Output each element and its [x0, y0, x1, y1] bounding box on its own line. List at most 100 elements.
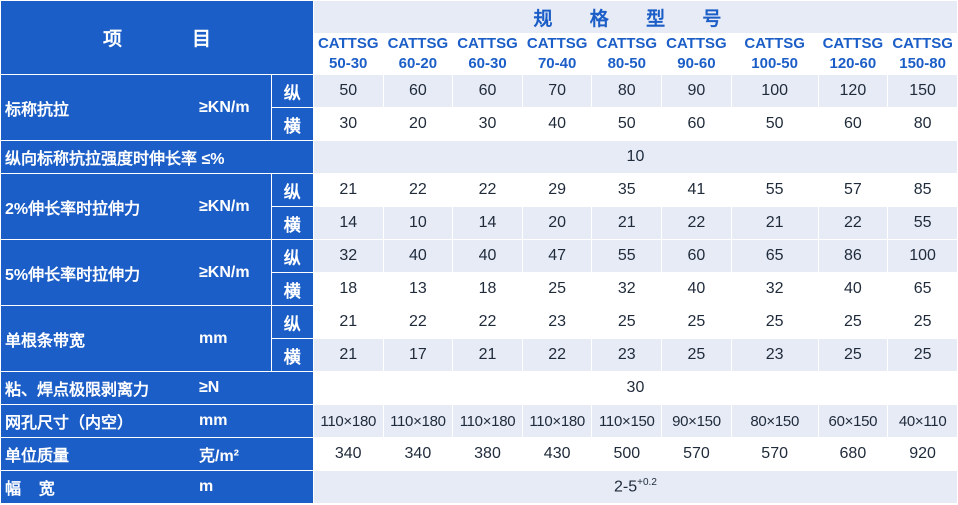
value-cell: 85	[887, 173, 958, 207]
value-cell: 40	[661, 272, 732, 306]
value-cell: 680	[817, 437, 889, 471]
value-cell: 22	[452, 173, 523, 207]
value-cell: 570	[661, 437, 732, 471]
value-cell: 25	[521, 272, 593, 306]
tensile-unit: ≥KN/m	[199, 98, 250, 116]
strip-width-label-cell: 单根条带宽 mm	[0, 305, 272, 372]
mesh-label-cell: 网孔尺寸（内空） mm	[0, 404, 314, 438]
force2-long-dir: 纵	[270, 173, 314, 207]
value-cell: 32	[591, 272, 663, 306]
tensile-label: 标称抗拉	[5, 101, 70, 119]
value-cell: 30	[452, 107, 523, 141]
tensile-trans-dir: 横	[270, 107, 314, 141]
model-size: 150-80	[899, 55, 946, 72]
value-cell: 86	[817, 239, 889, 273]
value-cell: 25	[591, 305, 663, 339]
value-cell: 110×180	[312, 404, 384, 438]
value-cell: 22	[382, 305, 454, 339]
mass-unit: 克/m²	[199, 448, 240, 465]
value-cell: 22	[661, 206, 732, 240]
peel-unit: ≥N	[199, 379, 220, 396]
value-cell: 110×150	[591, 404, 663, 438]
model-header-7: CATTSG 120-60	[817, 33, 889, 75]
value-cell: 25	[817, 305, 889, 339]
value-cell: 70	[521, 74, 593, 108]
peel-label-cell: 粘、焊点极限剥离力 ≥N	[0, 371, 314, 405]
value-cell: 25	[661, 338, 732, 372]
strip-width-long-row: 单根条带宽 mm 纵 21 22 22 23 25 25 25 25 25	[0, 305, 958, 372]
value-cell: 100	[730, 74, 819, 108]
force5-label-cell: 5%伸长率时拉伸力 ≥KN/m	[0, 239, 272, 306]
model-header-0: CATTSG 50-30	[312, 33, 384, 75]
force5-label: 5%伸长率时拉伸力	[5, 266, 141, 284]
width-value-sup: +0.2	[637, 477, 657, 489]
value-cell: 20	[521, 206, 593, 240]
value-cell: 17	[382, 338, 454, 372]
model-header-1: CATTSG 60-20	[382, 33, 454, 75]
model-name: CATTSG	[666, 35, 727, 52]
model-name: CATTSG	[387, 35, 449, 52]
force5-long-dir: 纵	[270, 239, 314, 273]
width-label: 幅 宽	[5, 481, 55, 498]
value-cell: 41	[661, 173, 732, 207]
value-cell: 60	[661, 239, 732, 273]
header-spec-title: 规 格 型 号	[312, 0, 958, 34]
value-cell: 21	[312, 338, 384, 372]
value-cell: 32	[312, 239, 384, 273]
value-cell: 21	[312, 305, 384, 339]
value-cell: 40	[382, 239, 454, 273]
model-header-6: CATTSG 100-50	[730, 33, 819, 75]
value-cell: 80	[591, 74, 663, 108]
mesh-row: 网孔尺寸（内空） mm 110×180 110×180 110×180 110×180…	[0, 404, 958, 438]
mass-row: 单位质量 克/m² 340 340 380 430 500 570 570 680 920	[0, 437, 958, 471]
model-name: CATTSG	[892, 35, 953, 52]
value-cell: 18	[312, 272, 384, 306]
value-cell: 14	[452, 206, 523, 240]
elongation-label: 纵向标称抗拉强度时伸长率 ≤%	[5, 151, 225, 168]
width-value-main: 2-5	[614, 478, 638, 496]
elongation-label-cell: 纵向标称抗拉强度时伸长率 ≤%	[0, 140, 314, 174]
model-name: CATTSG	[822, 35, 884, 52]
value-cell: 60	[382, 74, 454, 108]
model-header-5: CATTSG 90-60	[661, 33, 732, 75]
value-cell: 23	[521, 305, 593, 339]
model-size: 100-50	[751, 55, 798, 72]
value-cell: 50	[591, 107, 663, 141]
value-cell: 18	[452, 272, 523, 306]
value-cell: 570	[730, 437, 819, 471]
value-cell: 60	[817, 107, 889, 141]
value-cell: 55	[591, 239, 663, 273]
value-cell: 50	[312, 74, 384, 108]
model-name: CATTSG	[526, 35, 588, 52]
tensile-long-dir: 纵	[270, 74, 314, 108]
force2-long-row: 2%伸长率时拉伸力 ≥KN/m 纵 21 22 22 29 35 41 55 57 85	[0, 173, 958, 240]
model-size: 50-30	[329, 55, 368, 72]
strip-width-trans-dir: 横	[270, 338, 314, 372]
value-cell: 80×150	[730, 404, 819, 438]
value-cell: 35	[591, 173, 663, 207]
value-cell: 25	[817, 338, 889, 372]
header-item-left: 项	[102, 29, 122, 50]
value-cell: 90×150	[661, 404, 732, 438]
model-size: 80-50	[607, 55, 646, 72]
value-cell: 25	[661, 305, 732, 339]
value-cell: 21	[730, 206, 819, 240]
elongation-row: 纵向标称抗拉强度时伸长率 ≤% 10	[0, 140, 958, 174]
force2-trans-dir: 横	[270, 206, 314, 240]
value-cell: 20	[382, 107, 454, 141]
value-cell: 40	[521, 107, 593, 141]
value-cell: 40	[817, 272, 889, 306]
model-size: 60-30	[468, 55, 507, 72]
value-cell: 60	[661, 107, 732, 141]
value-cell: 65	[730, 239, 819, 273]
force5-trans-dir: 横	[270, 272, 314, 306]
force2-trans-row: 横 14 10 14 20 21 22 21 22 55	[1, 206, 958, 240]
value-cell: 22	[521, 338, 593, 372]
force2-unit: ≥KN/m	[199, 197, 250, 215]
model-name: CATTSG	[596, 35, 658, 52]
value-cell: 57	[817, 173, 889, 207]
force2-label-cell: 2%伸长率时拉伸力 ≥KN/m	[0, 173, 272, 240]
width-value: 2-5+0.2	[312, 470, 958, 504]
force5-long-row: 5%伸长率时拉伸力 ≥KN/m 纵 32 40 40 47 55 60 65 86 100	[0, 239, 958, 306]
strip-width-label: 单根条带宽	[5, 332, 86, 350]
